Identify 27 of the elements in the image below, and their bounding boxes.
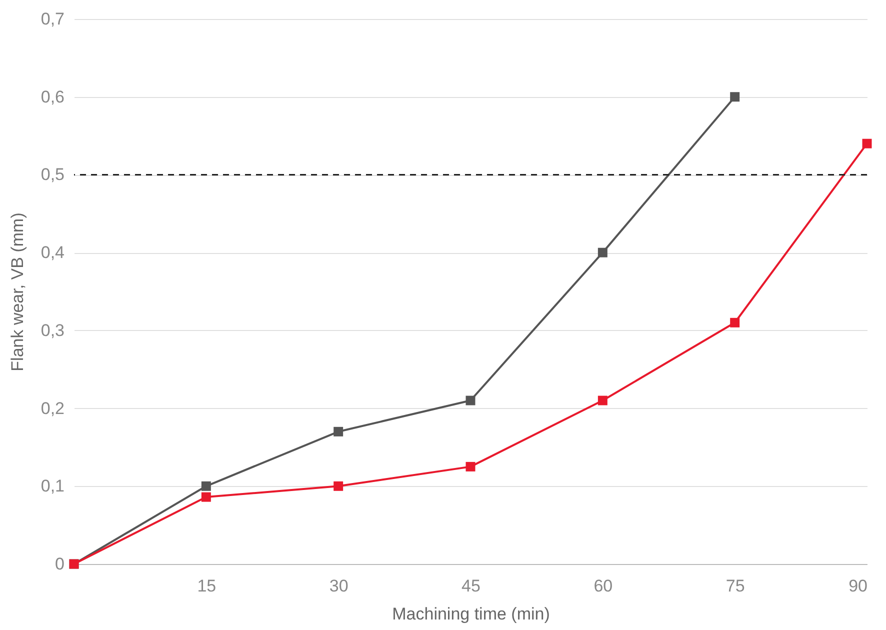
y-tick-label: 0,3 [40,320,64,340]
x-tick-label: 60 [594,576,613,596]
point [201,492,211,502]
point [730,318,740,328]
point [466,396,476,406]
x-tick-label: 45 [462,576,480,596]
y-tick-label: 0,2 [40,398,64,418]
x-tick-label: 75 [726,576,745,596]
x-tick-label: 30 [329,576,348,596]
x-tick-label: 90 [848,576,868,596]
point [862,138,872,148]
point [598,248,608,258]
y-axis-title: Flank wear, VB (mm) [8,212,27,372]
x-axis-title: Machining time (min) [392,604,550,624]
point [201,481,211,491]
point [730,92,740,102]
y-tick-label: 0,6 [40,87,64,106]
point [466,462,476,472]
y-tick-label: 0 [55,554,64,574]
point [334,426,344,436]
point [334,481,344,491]
y-tick-label: 0,7 [40,10,64,28]
y-tick-label: 0,5 [40,165,64,184]
point [598,396,608,406]
y-tick-label: 0,4 [40,243,64,262]
y-tick-label: 0,1 [40,476,64,496]
x-tick-label: 15 [197,576,216,596]
